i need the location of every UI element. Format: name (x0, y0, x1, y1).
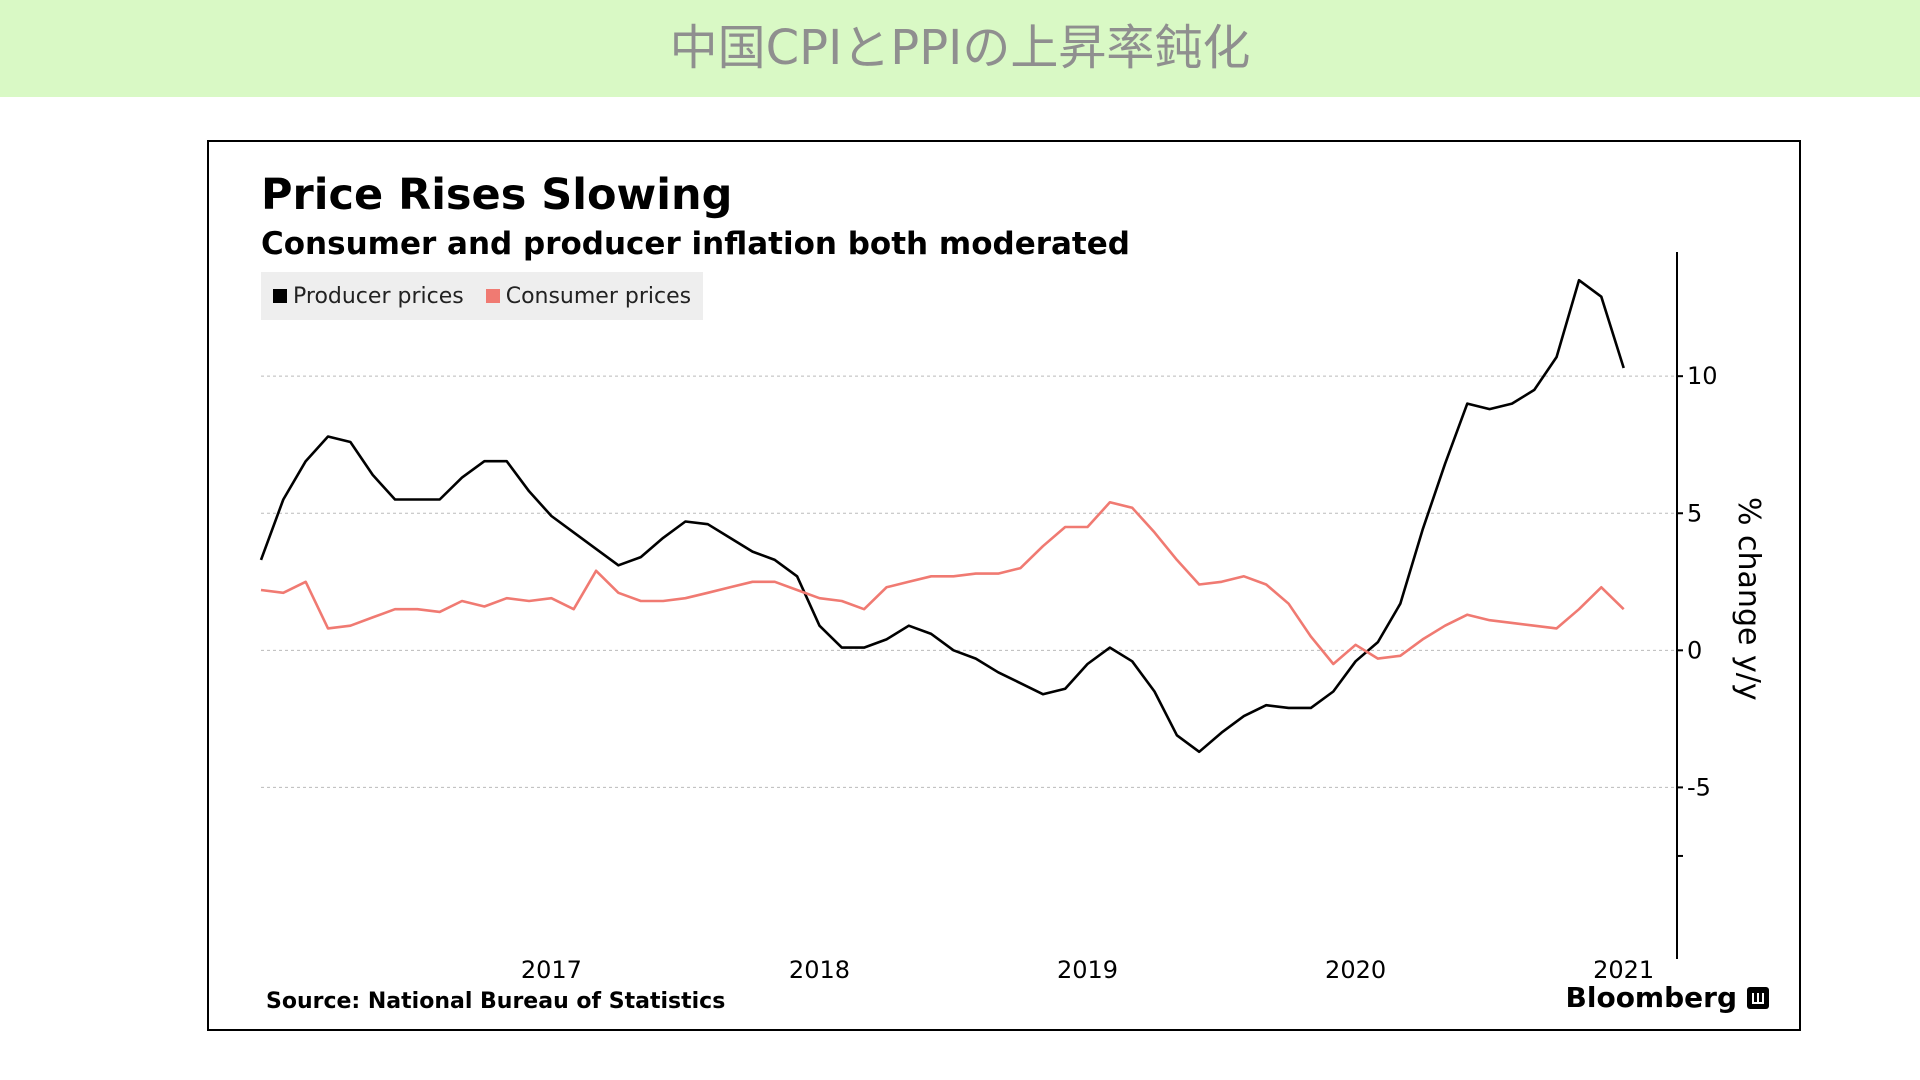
y-tick-label-0: 0 (1687, 636, 1702, 664)
y-tick-label-5: 5 (1687, 499, 1702, 527)
line-chart: 10 5 0 -5 % change y/y 2017 2018 2019 2020 2021 (259, 252, 1766, 984)
chart-panel: Price Rises Slowing Consumer and produce… (207, 140, 1801, 1031)
y-tick-label-10: 10 (1687, 362, 1718, 390)
series-line-producer-prices (259, 278, 1625, 754)
brand-name: Bloomberg (1565, 981, 1737, 1014)
chart-legend: Producer prices Consumer prices (261, 272, 704, 320)
chart-title: Price Rises Slowing (261, 170, 733, 220)
legend-label-producer: Producer prices (293, 283, 464, 309)
brand-logo: Bloomberg (1566, 981, 1769, 1014)
legend-swatch-consumer (485, 289, 500, 303)
series-line-consumer-prices (260, 500, 1625, 666)
legend-item-producer: Producer prices (273, 284, 464, 309)
page-title: 中国CPIとPPIの上昇率鈍化 (669, 20, 1251, 76)
header-banner (0, 0, 1920, 97)
chart-source: Source: National Bureau of Statistics (266, 989, 726, 1014)
legend-item-consumer: Consumer prices (485, 283, 692, 309)
chart-subtitle: Consumer and producer inflation both mod… (261, 226, 1130, 262)
x-tick-label-2019: 2019 (1057, 956, 1118, 984)
x-tick-label-2020: 2020 (1325, 956, 1386, 984)
bloomberg-terminal-icon (1747, 986, 1769, 1009)
x-tick-label-2018: 2018 (789, 956, 850, 984)
x-tick-label-2017: 2017 (521, 956, 582, 984)
y-tick-label--5: -5 (1687, 773, 1711, 801)
x-tick-label-2021: 2021 (1593, 956, 1654, 984)
legend-swatch-producer (273, 289, 287, 303)
y-axis-label: % change y/y (1731, 497, 1766, 701)
legend-label-consumer: Consumer prices (505, 283, 692, 309)
